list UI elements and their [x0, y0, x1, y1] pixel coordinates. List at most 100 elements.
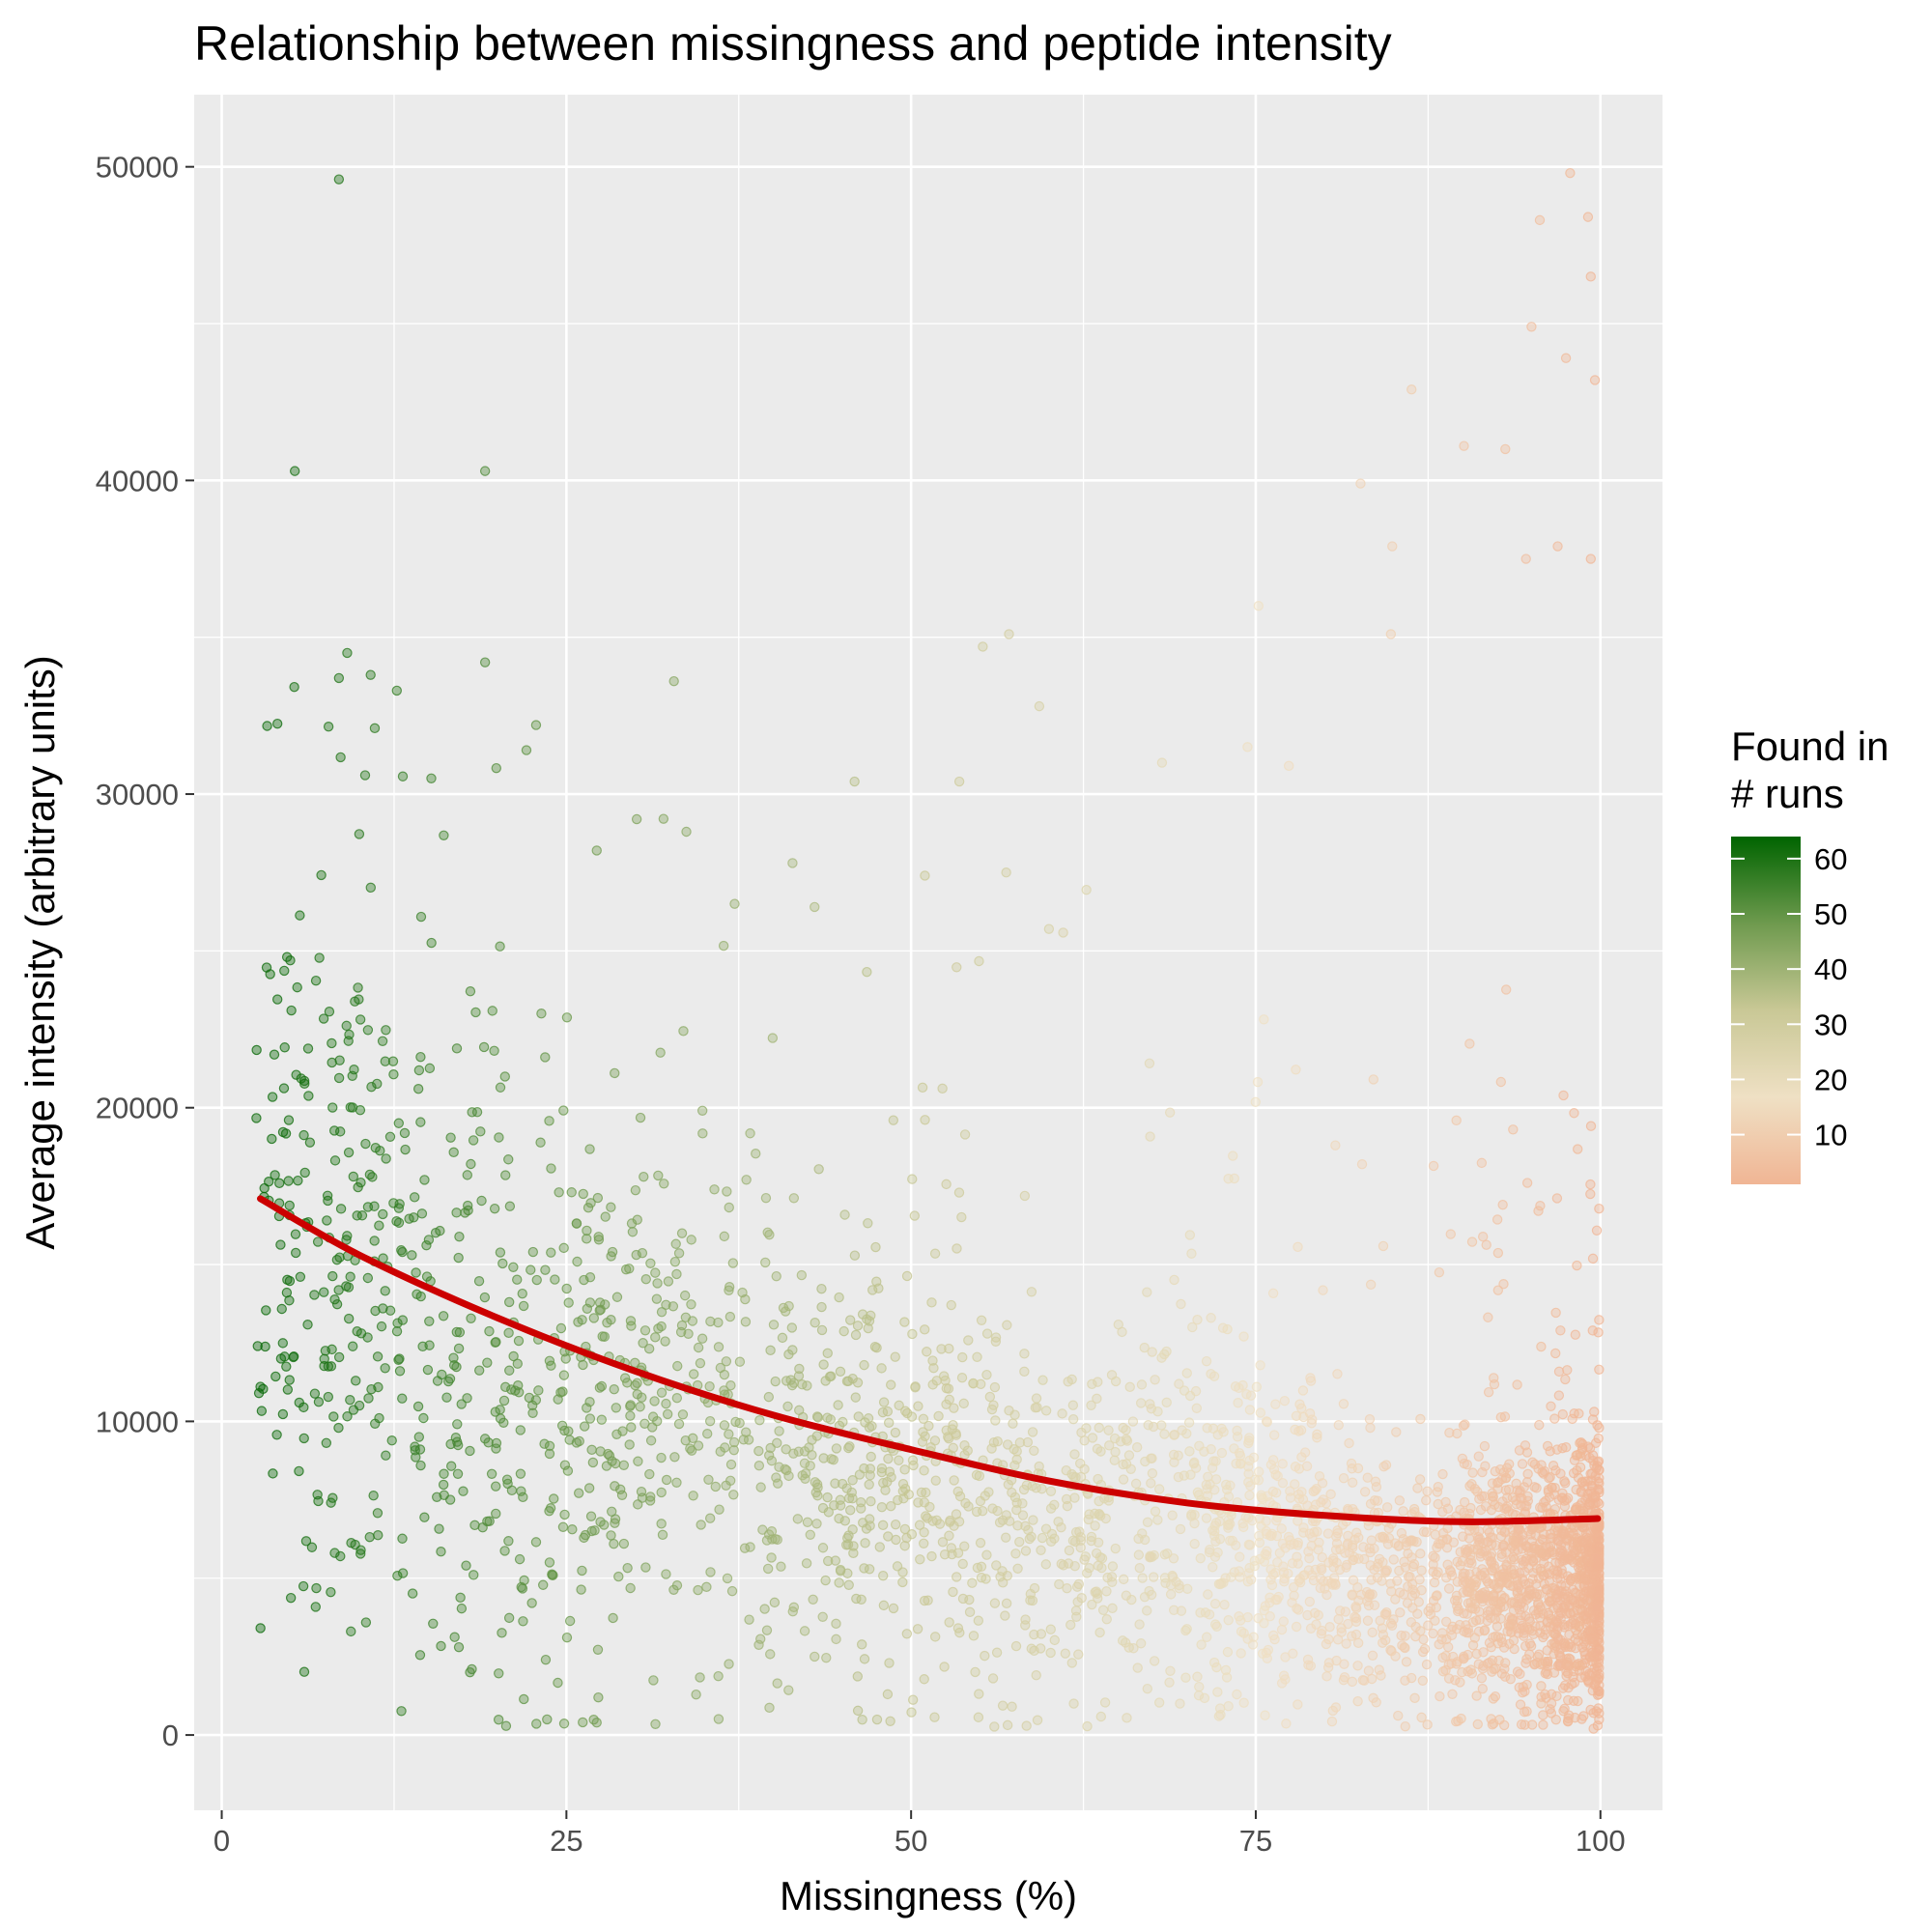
- data-point: [1551, 1193, 1563, 1204]
- data-point: [715, 1446, 725, 1457]
- data-point: [1123, 1642, 1134, 1653]
- data-point: [292, 981, 302, 993]
- data-point: [1307, 1532, 1318, 1543]
- data-point: [1341, 1562, 1351, 1573]
- data-point: [841, 1483, 852, 1493]
- data-point: [298, 1666, 310, 1677]
- data-point: [878, 1397, 890, 1407]
- data-point: [362, 1025, 374, 1036]
- data-point: [1130, 1478, 1142, 1490]
- data-point: [1304, 1596, 1316, 1607]
- data-point: [264, 1176, 274, 1187]
- data-point: [467, 1107, 477, 1118]
- data-point: [1581, 1586, 1592, 1597]
- data-point: [326, 1361, 337, 1372]
- data-point: [1093, 1473, 1103, 1485]
- data-point: [973, 1615, 984, 1626]
- data-point: [499, 1546, 510, 1556]
- data-point: [267, 1092, 278, 1102]
- data-point: [893, 1494, 903, 1506]
- data-point: [1514, 1568, 1525, 1578]
- data-point: [1543, 1607, 1554, 1619]
- data-point: [622, 1378, 633, 1388]
- data-point: [386, 1435, 397, 1446]
- data-point: [626, 1422, 637, 1433]
- data-point: [422, 1364, 434, 1376]
- data-point: [753, 1639, 764, 1650]
- data-point: [686, 1299, 696, 1310]
- data-point: [765, 1649, 776, 1660]
- data-point: [454, 1231, 465, 1242]
- data-point: [388, 1068, 399, 1080]
- data-point: [255, 1623, 266, 1634]
- data-point: [1268, 1430, 1280, 1440]
- data-point: [1107, 1561, 1119, 1572]
- data-point: [1422, 1719, 1433, 1730]
- data-point: [1276, 1624, 1288, 1635]
- data-point: [1562, 1492, 1574, 1504]
- data-point: [780, 1306, 791, 1317]
- data-point: [741, 1175, 752, 1185]
- data-point: [490, 1337, 500, 1348]
- data-point: [1314, 1537, 1324, 1548]
- data-point: [901, 1629, 913, 1639]
- data-point: [971, 1469, 982, 1481]
- data-point: [497, 1628, 507, 1638]
- data-point: [1406, 1617, 1417, 1628]
- data-point: [494, 1132, 504, 1143]
- data-point: [1428, 1550, 1438, 1562]
- data-point: [1094, 1627, 1105, 1638]
- data-point: [554, 1187, 564, 1198]
- data-point: [1540, 1630, 1550, 1640]
- data-point: [1391, 1427, 1402, 1437]
- data-point: [688, 1491, 698, 1501]
- data-point: [1147, 1347, 1157, 1357]
- data-point: [396, 1245, 407, 1256]
- data-point: [609, 1538, 619, 1549]
- data-point: [495, 1405, 505, 1415]
- data-point: [644, 1495, 656, 1506]
- data-point: [669, 1256, 681, 1267]
- data-point: [1021, 1720, 1032, 1731]
- data-point: [410, 1441, 420, 1452]
- data-point: [498, 1395, 510, 1406]
- data-point: [883, 1531, 894, 1542]
- data-point: [971, 1506, 982, 1518]
- data-point: [504, 1365, 515, 1376]
- x-tick-label: 25: [550, 1824, 582, 1858]
- data-point: [1575, 1660, 1585, 1671]
- data-point: [845, 1315, 856, 1325]
- data-point: [635, 1402, 645, 1412]
- data-point: [1527, 1625, 1538, 1636]
- data-point: [1509, 1554, 1520, 1565]
- data-point: [1428, 1628, 1438, 1639]
- data-point: [1306, 1418, 1317, 1429]
- data-point: [941, 1179, 952, 1190]
- data-point: [728, 1436, 740, 1448]
- data-point: [1365, 1279, 1377, 1291]
- data-point: [1576, 1487, 1586, 1497]
- data-point: [1079, 1463, 1090, 1475]
- data-point: [1385, 1644, 1396, 1656]
- data-point: [323, 1391, 334, 1403]
- data-point: [419, 1512, 430, 1522]
- data-point: [1591, 1603, 1603, 1613]
- data-point: [1363, 1665, 1375, 1676]
- data-point: [456, 1603, 468, 1614]
- data-point: [740, 1293, 751, 1305]
- data-point: [298, 1580, 309, 1592]
- data-point: [973, 1712, 984, 1722]
- data-point: [1568, 1614, 1578, 1626]
- data-point: [793, 1446, 804, 1457]
- data-point: [787, 1345, 798, 1355]
- data-point: [1495, 1597, 1507, 1607]
- data-point: [279, 965, 290, 977]
- data-point: [1421, 1526, 1432, 1538]
- data-point: [397, 1393, 408, 1404]
- data-point: [1325, 1489, 1336, 1500]
- data-point: [651, 1293, 663, 1304]
- data-point: [473, 1276, 485, 1287]
- data-point: [1483, 1312, 1493, 1322]
- data-point: [1386, 1620, 1398, 1631]
- data-point: [1408, 1503, 1420, 1515]
